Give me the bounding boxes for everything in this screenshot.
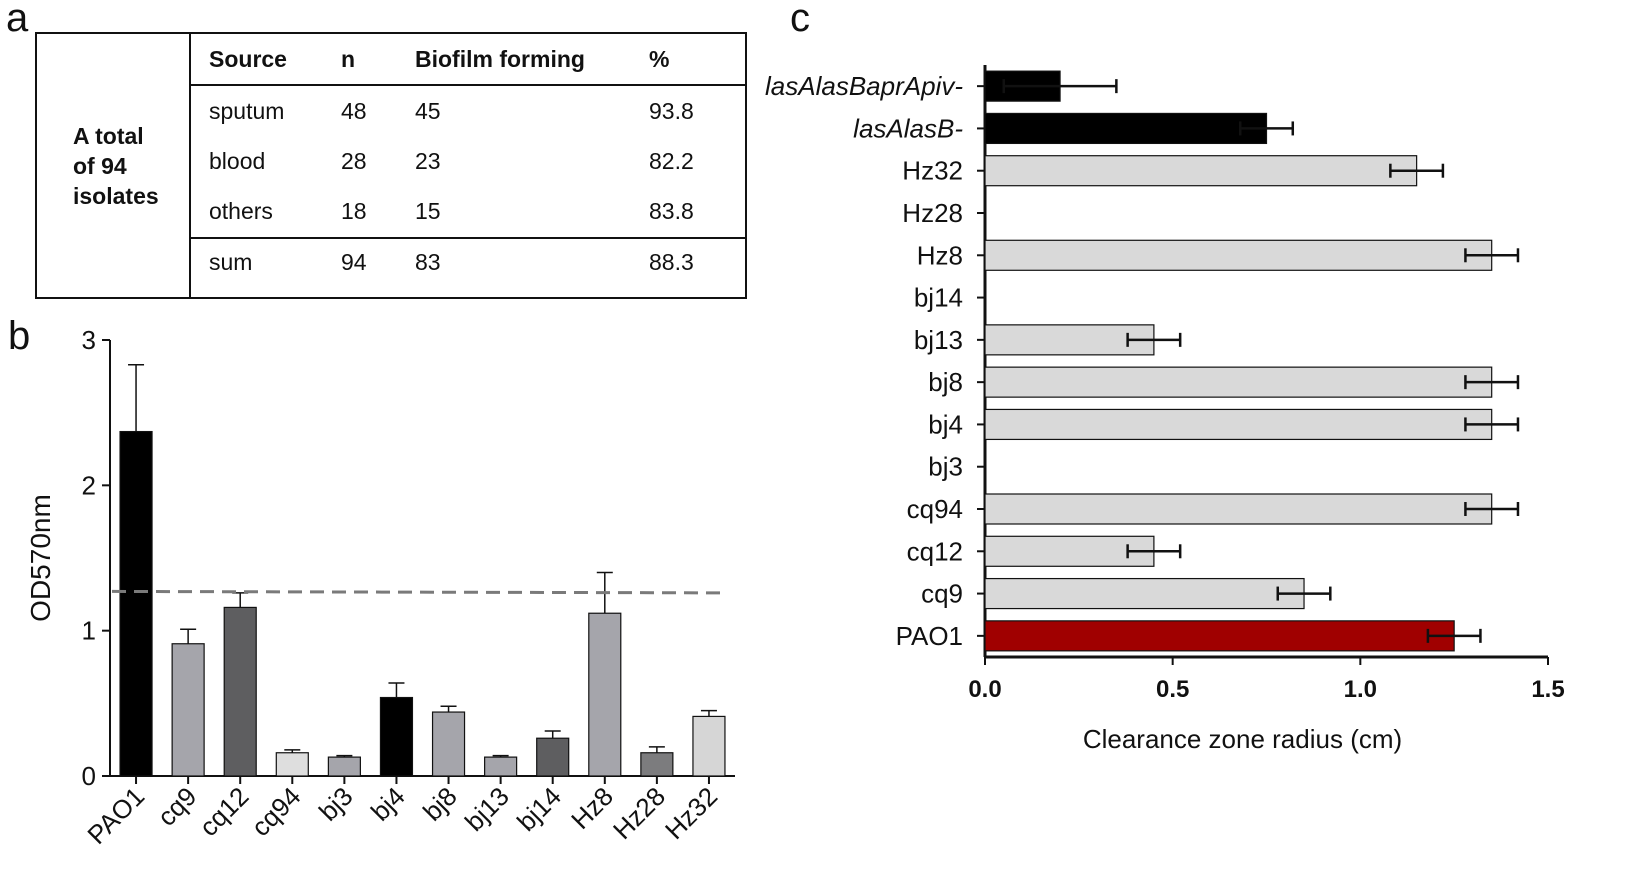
cell-percent: 82.2 [649,148,694,174]
header-biofilm: Biofilm forming [415,46,585,72]
c-bar-PAO1 [984,620,1455,652]
row-label-line-2: of 94 [73,152,127,179]
b-bar-bj3 [327,756,361,777]
header-divider [191,84,747,86]
c-bar-bj4 [984,408,1493,441]
b-y-tick-label: 0 [82,761,96,791]
c-y-tick-label: Hz8 [917,240,963,270]
row-label-line-3: isolates [73,182,159,209]
c-y-tick-label: bj3 [928,452,963,482]
cell-biofilm: 45 [415,98,441,124]
cell-sum-label: sum [209,249,253,275]
cell-biofilm: 15 [415,198,441,224]
b-x-tick-label: Hz28 [607,781,671,845]
b-threshold-line [111,589,726,595]
c-x-axis-label: Clearance zone radius (cm) [1083,724,1402,754]
c-y-tick-label: Hz28 [902,198,963,228]
sum-divider [191,237,747,239]
c-x-tick-label: 0.0 [968,676,1001,703]
panel-letter-c: c [790,0,810,40]
table-row: sputum 48 45 93.8 [191,86,747,138]
c-bar-Hz32 [984,155,1418,187]
cell-percent: 83.8 [649,198,694,224]
table-sum-row: sum 94 83 88.3 [191,237,747,289]
table-row: others 18 15 83.8 [191,186,747,238]
header-n: n [341,46,356,72]
c-y-tick-label: cq9 [921,579,963,609]
c-bar-cq94 [984,493,1493,525]
panel-letter-a: a [6,0,29,40]
b-bar-Hz8 [588,612,622,777]
b-bar-bj13 [484,756,518,777]
b-bar-cq94 [275,752,309,777]
header-source: Source [209,46,287,72]
c-y-tick-label: cq12 [907,536,963,566]
cell-n: 48 [341,98,367,124]
b-x-tick-label: bj8 [417,781,463,827]
cell-n: 28 [341,148,367,174]
b-x-tick-label: cq94 [245,781,306,842]
cell-sum-percent: 88.3 [649,249,694,275]
c-y-tick-label: bj4 [928,409,963,439]
b-x-tick-label: bj13 [459,781,515,837]
cell-sum-biofilm: 83 [415,249,441,275]
b-bar-bj14 [536,737,570,777]
c-bar-Hz8 [984,239,1493,271]
row-label-line-1: A total [73,122,144,149]
c-y-tick-label: bj14 [914,283,963,313]
c-x-tick-label: 1.5 [1531,676,1564,703]
c-bar-bj8 [984,366,1493,398]
c-y-tick-label: lasAlasB- [853,113,963,143]
b-bar-cq12 [223,606,257,777]
c-x-tick-label: 0.5 [1156,676,1189,703]
c-y-tick-label: cq94 [907,494,963,524]
cell-biofilm: 23 [415,148,441,174]
table-header-row: Source n Biofilm forming % [191,34,747,86]
b-x-tick-label: cq12 [193,781,254,842]
isolates-table: A total of 94 isolates Source n Biofilm … [35,32,747,299]
c-y-tick-label: PAO1 [896,621,963,651]
c-y-tick-label: Hz32 [902,156,963,186]
b-y-tick-label: 2 [82,470,96,500]
b-bar-Hz32 [692,715,726,777]
c-bar-lasAlasB- [984,112,1268,145]
b-y-axis-label: OD570nm [25,494,56,622]
b-y-tick-label: 1 [82,616,96,646]
cell-source: others [209,198,273,224]
b-bar-bj8 [431,711,466,777]
b-y-tick-label: 3 [82,325,96,355]
cell-source: sputum [209,98,285,124]
c-y-tick-label: bj13 [914,325,963,355]
c-bar-cq9 [984,577,1305,610]
b-x-tick-label: Hz32 [659,781,723,845]
c-y-tick-label: lasAlasBaprApiv- [765,71,963,101]
c-x-tick-label: 1.0 [1344,676,1377,703]
b-bar-Hz28 [640,752,674,777]
c-bar-bj13 [984,324,1155,356]
table-row-label: A total of 94 isolates [37,34,191,297]
panel-letter-b: b [8,314,31,358]
b-bar-bj4 [379,696,414,777]
b-x-tick-label: bj4 [365,781,411,827]
cell-source: blood [209,148,266,174]
b-x-tick-label: bj3 [313,781,359,827]
table-row: blood 28 23 82.2 [191,136,747,188]
b-bar-cq9 [171,643,205,777]
cell-n: 18 [341,198,367,224]
b-bar-PAO1 [119,430,153,777]
b-x-tick-label: PAO1 [81,781,150,850]
header-percent: % [649,46,670,72]
cell-percent: 93.8 [649,98,694,124]
cell-sum-n: 94 [341,249,367,275]
b-x-tick-label: cq9 [152,781,203,832]
c-y-tick-label: bj8 [928,367,963,397]
b-x-tick-label: bj14 [511,781,567,837]
